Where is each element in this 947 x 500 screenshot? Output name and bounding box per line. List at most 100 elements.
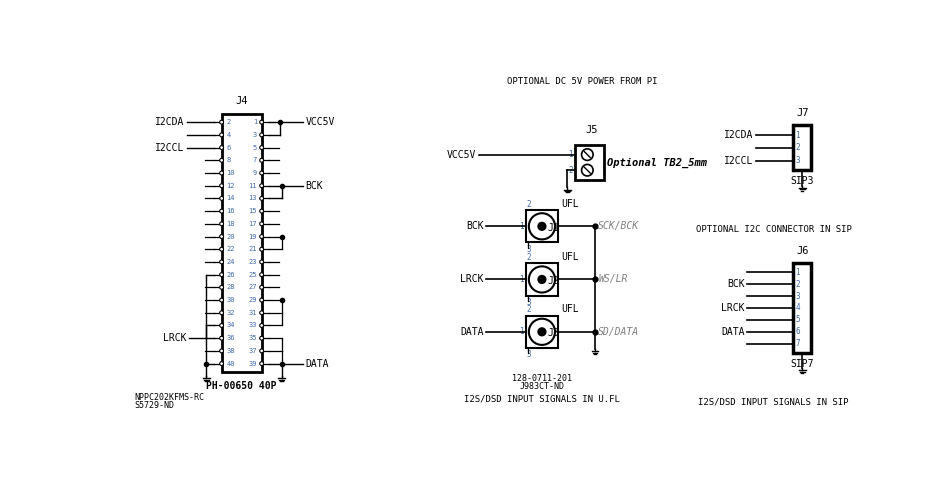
Text: 1: 1 — [795, 130, 800, 140]
Circle shape — [259, 349, 263, 353]
Text: 35: 35 — [248, 335, 257, 341]
Text: DATA: DATA — [460, 327, 483, 337]
Text: LRCK: LRCK — [721, 303, 744, 313]
Text: SD/DATA: SD/DATA — [599, 327, 639, 337]
Text: 3: 3 — [795, 292, 800, 300]
Text: SCK/BCK: SCK/BCK — [599, 222, 639, 232]
Text: 29: 29 — [248, 297, 257, 303]
Circle shape — [259, 286, 263, 290]
Text: UFL: UFL — [562, 304, 579, 314]
Text: 10: 10 — [226, 170, 235, 176]
Text: PH-00650 40P: PH-00650 40P — [206, 381, 277, 391]
Circle shape — [220, 196, 223, 200]
Text: 6: 6 — [226, 144, 230, 150]
Circle shape — [259, 272, 263, 276]
Text: 14: 14 — [226, 196, 235, 202]
Text: VCC5V: VCC5V — [447, 150, 476, 160]
Circle shape — [537, 222, 546, 231]
Text: 33: 33 — [248, 322, 257, 328]
Text: BCK: BCK — [306, 180, 323, 190]
Bar — [222, 114, 261, 372]
Text: 21: 21 — [248, 246, 257, 252]
Bar — [793, 264, 812, 352]
Circle shape — [220, 336, 223, 340]
Text: 20: 20 — [226, 234, 235, 239]
Circle shape — [220, 272, 223, 276]
Circle shape — [220, 120, 223, 124]
Circle shape — [220, 362, 223, 366]
Text: 1: 1 — [795, 268, 800, 276]
Text: 8: 8 — [226, 158, 230, 164]
Text: 15: 15 — [248, 208, 257, 214]
Circle shape — [220, 260, 223, 264]
Text: 24: 24 — [226, 259, 235, 265]
Text: 36: 36 — [226, 335, 235, 341]
Circle shape — [259, 184, 263, 188]
Circle shape — [537, 275, 546, 284]
Circle shape — [259, 222, 263, 226]
Circle shape — [220, 349, 223, 353]
Circle shape — [259, 120, 263, 124]
Circle shape — [220, 248, 223, 251]
Text: LRCK: LRCK — [460, 274, 483, 284]
Text: 6: 6 — [795, 328, 800, 336]
Text: OPTIONAL I2C CONNECTOR IN SIP: OPTIONAL I2C CONNECTOR IN SIP — [696, 225, 851, 234]
Circle shape — [259, 260, 263, 264]
Text: 5: 5 — [253, 144, 257, 150]
Text: 23: 23 — [248, 259, 257, 265]
Text: 2: 2 — [527, 305, 531, 314]
Circle shape — [220, 133, 223, 137]
Text: 1: 1 — [520, 328, 525, 336]
Text: J983CT-ND: J983CT-ND — [520, 382, 564, 391]
Text: I2CDA: I2CDA — [155, 117, 185, 127]
Circle shape — [581, 164, 593, 176]
Circle shape — [220, 311, 223, 314]
Text: 7: 7 — [795, 339, 800, 348]
Text: Optional TB2_5mm: Optional TB2_5mm — [607, 158, 707, 168]
Text: 2: 2 — [795, 280, 800, 288]
Circle shape — [259, 324, 263, 328]
Text: 31: 31 — [248, 310, 257, 316]
Text: 25: 25 — [248, 272, 257, 278]
Text: 30: 30 — [226, 297, 235, 303]
Text: 1: 1 — [520, 222, 525, 231]
Text: WS/LR: WS/LR — [599, 274, 628, 284]
Text: NPPC202KFMS-RC: NPPC202KFMS-RC — [134, 392, 205, 402]
Text: 4: 4 — [795, 304, 800, 312]
Text: BCK: BCK — [726, 279, 744, 289]
Text: J6: J6 — [795, 246, 809, 256]
Text: 2: 2 — [527, 252, 531, 262]
Text: I2CCL: I2CCL — [155, 142, 185, 152]
Circle shape — [220, 146, 223, 150]
Text: 3: 3 — [795, 156, 800, 165]
Text: 7: 7 — [253, 158, 257, 164]
Text: 3: 3 — [527, 298, 531, 307]
Circle shape — [537, 327, 546, 336]
Text: 17: 17 — [248, 221, 257, 227]
Text: 2: 2 — [795, 144, 800, 152]
Text: 2: 2 — [527, 200, 531, 208]
Circle shape — [259, 298, 263, 302]
Text: 16: 16 — [226, 208, 235, 214]
Text: 11: 11 — [248, 182, 257, 188]
Circle shape — [220, 158, 223, 162]
Bar — [526, 210, 558, 242]
Circle shape — [528, 318, 555, 345]
Text: 39: 39 — [248, 360, 257, 366]
Text: J1: J1 — [547, 223, 559, 233]
Text: DATA: DATA — [721, 327, 744, 337]
Circle shape — [259, 133, 263, 137]
Circle shape — [528, 266, 555, 292]
Text: J5: J5 — [585, 126, 598, 136]
Text: I2S/DSD INPUT SIGNALS IN U.FL: I2S/DSD INPUT SIGNALS IN U.FL — [464, 395, 620, 404]
Text: 2: 2 — [226, 119, 230, 125]
Circle shape — [259, 171, 263, 175]
Circle shape — [220, 184, 223, 188]
Text: J2: J2 — [547, 276, 559, 286]
Text: 1: 1 — [520, 275, 525, 284]
Text: DATA: DATA — [306, 358, 329, 368]
Text: LRCK: LRCK — [164, 333, 187, 343]
Text: I2CDA: I2CDA — [724, 130, 754, 140]
Text: 22: 22 — [226, 246, 235, 252]
Text: S5729-ND: S5729-ND — [134, 401, 174, 410]
